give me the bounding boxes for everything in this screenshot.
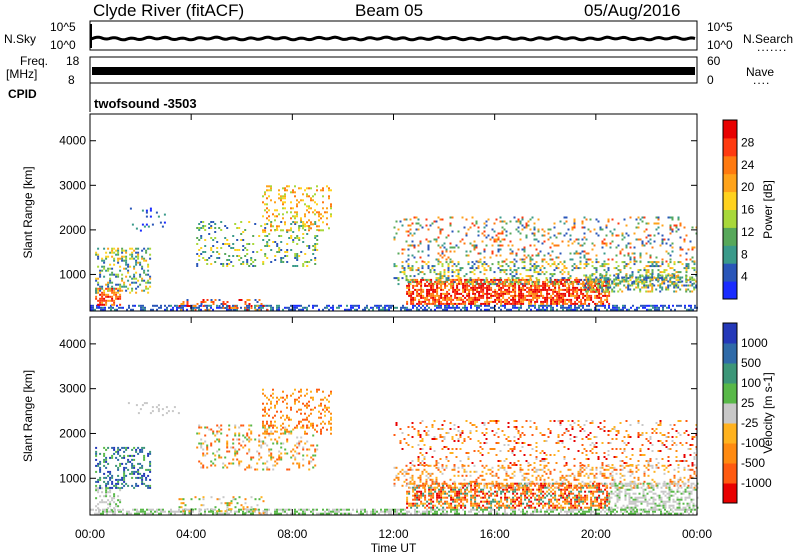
power-colorbar-segment xyxy=(723,191,737,210)
velocity-colorbar-tick: 1000 xyxy=(741,336,768,350)
freq-band xyxy=(92,67,695,75)
freq-tick-top: 18 xyxy=(66,54,80,68)
power-colorbar-tick: 4 xyxy=(741,270,748,284)
date-title: 05/Aug/2016 xyxy=(584,1,681,20)
cpid-label: CPID xyxy=(8,87,37,101)
power-colorbar-tick: 12 xyxy=(741,225,755,239)
nave-tick-top: 60 xyxy=(707,54,721,68)
beam-title: Beam 05 xyxy=(355,1,424,20)
velocity-colorbar-tick: 100 xyxy=(741,376,761,390)
nave-label: Nave xyxy=(746,65,775,79)
power-colorbar-segment xyxy=(723,120,737,139)
power-colorbar-segment xyxy=(723,173,737,193)
power-colorbar-tick: 8 xyxy=(741,247,748,261)
noise-tick-bottom-right: 10^0 xyxy=(707,38,733,52)
velocity-ylabel: Slant Range [km] xyxy=(21,370,35,462)
velocity-colorbar-tick: -100 xyxy=(741,436,765,450)
noise-panel-frame xyxy=(89,20,698,51)
xtick-label: 08:00 xyxy=(277,527,307,541)
power-colorbar-label: Power [dB] xyxy=(761,180,775,239)
xtick-label: 04:00 xyxy=(176,527,206,541)
noise-tick-top-right: 10^5 xyxy=(707,20,733,34)
power-colorbar-segment xyxy=(723,227,737,246)
power-colorbar-segment xyxy=(723,209,737,228)
xtick-label: 12:00 xyxy=(378,527,408,541)
velocity-colorbar-segment xyxy=(723,443,737,464)
power-colorbar-tick: 28 xyxy=(741,135,755,149)
cpid-value: twofsound -3503 xyxy=(94,96,197,111)
freq-tick-bottom: 8 xyxy=(68,73,75,87)
freq-label-line1: Freq. xyxy=(20,54,49,68)
power-colorbar-segment xyxy=(723,281,737,300)
noise-trace xyxy=(90,35,696,42)
xtick-label: 00:00 xyxy=(75,527,105,541)
velocity-colorbar-segment xyxy=(723,343,737,364)
power-ytick-label: 3000 xyxy=(59,178,86,192)
power-colorbar-segment xyxy=(723,245,737,264)
velocity-colorbar-tick: 25 xyxy=(741,396,755,410)
velocity-colorbar-segment xyxy=(723,483,737,504)
velocity-colorbar-tick: -1000 xyxy=(741,476,772,490)
power-colorbar-frame xyxy=(722,119,738,300)
power-colorbar-segment xyxy=(723,263,737,282)
nsearch-label: N.Search xyxy=(743,32,794,46)
xtick-label: 00:00 xyxy=(682,527,712,541)
nave-dots: .... xyxy=(753,73,771,87)
nsearch-dots: ....... xyxy=(757,40,788,54)
velocity-colorbar-segment xyxy=(723,403,737,424)
freq-label-line2: [MHz] xyxy=(6,67,38,81)
nave-tick-bottom: 0 xyxy=(707,73,714,87)
power-ytick-label: 1000 xyxy=(59,267,86,281)
power-colorbar-tick: 20 xyxy=(741,180,755,194)
velocity-colorbar-segment xyxy=(723,463,737,484)
velocity-colorbar-tick: -500 xyxy=(741,456,765,470)
power-colorbar-segment xyxy=(723,155,737,175)
xtick-label: 16:00 xyxy=(480,527,510,541)
nsky-label: N.Sky xyxy=(4,32,37,46)
power-scatter-layer xyxy=(90,185,698,311)
velocity-colorbar-frame xyxy=(722,322,738,504)
freq-panel-frame xyxy=(89,56,698,84)
velocity-ytick-label: 2000 xyxy=(59,426,86,440)
noise-tick-top-left: 10^5 xyxy=(50,20,76,34)
velocity-colorbar-segment xyxy=(723,383,737,404)
velocity-scatter-layer xyxy=(90,388,699,515)
velocity-colorbar-segment xyxy=(723,323,737,344)
xtick-label: 20:00 xyxy=(581,527,611,541)
power-colorbar-tick: 16 xyxy=(741,203,755,217)
station-title: Clyde River (fitACF) xyxy=(93,1,245,20)
power-ytick-label: 4000 xyxy=(59,134,86,148)
velocity-colorbar-segment xyxy=(723,363,737,384)
velocity-colorbar-tick: -25 xyxy=(741,416,759,430)
velocity-colorbar-tick: 500 xyxy=(741,356,761,370)
power-ylabel: Slant Range [km] xyxy=(21,166,35,258)
velocity-ytick-label: 3000 xyxy=(59,382,86,396)
power-colorbar-segment xyxy=(723,137,737,157)
velocity-colorbar-segment xyxy=(723,423,737,444)
noise-tick-bottom-left: 10^0 xyxy=(50,38,76,52)
velocity-ytick-label: 1000 xyxy=(59,471,86,485)
velocity-colorbar-label: Velocity [m s-1] xyxy=(761,372,775,453)
power-ytick-label: 2000 xyxy=(59,223,86,237)
xlabel: Time UT xyxy=(371,541,417,554)
velocity-ytick-label: 4000 xyxy=(59,337,86,351)
power-colorbar-tick: 24 xyxy=(741,158,755,172)
